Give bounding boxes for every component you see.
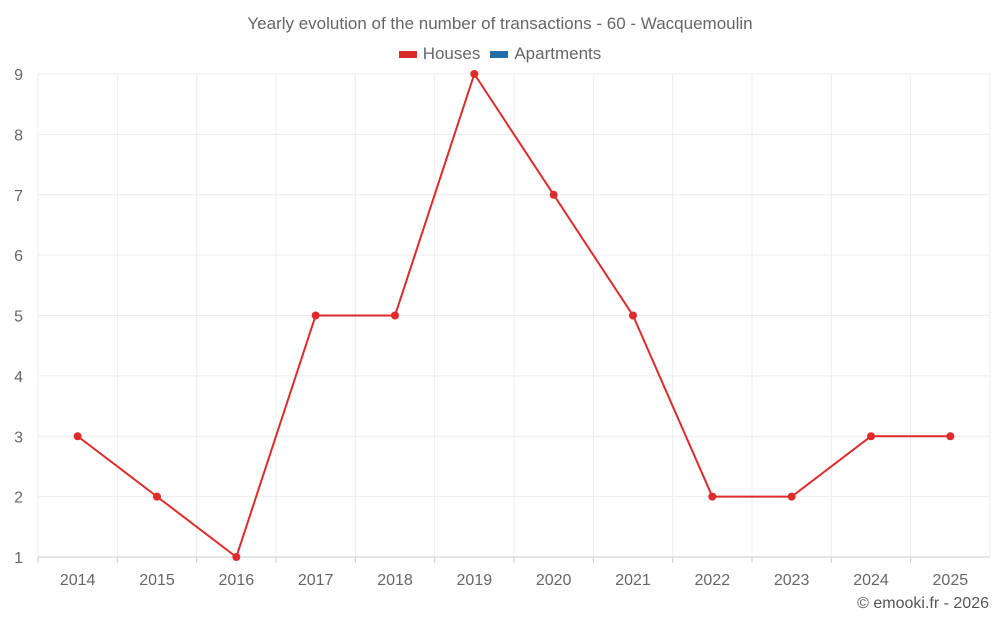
y-tick-label: 1 (14, 550, 23, 567)
x-tick-label: 2019 (457, 572, 493, 589)
legend-item-apartments[interactable]: Apartments (490, 44, 601, 64)
series-line-houses (77, 71, 951, 559)
x-tick-label: 2014 (60, 572, 96, 589)
data-point (787, 492, 796, 501)
x-tick-label: 2023 (774, 572, 810, 589)
data-point (946, 432, 955, 441)
x-tick-label: 2015 (139, 572, 175, 589)
x-tick-label: 2025 (933, 572, 969, 589)
data-point (391, 311, 399, 320)
x-tick-label: 2018 (377, 572, 413, 589)
x-tick-label: 2024 (853, 572, 889, 589)
data-point (153, 492, 161, 501)
data-point (470, 70, 479, 78)
y-tick-label: 8 (14, 127, 23, 144)
data-point (73, 432, 82, 441)
y-tick-label: 4 (14, 369, 23, 386)
y-tick-label: 3 (14, 429, 23, 446)
y-tick-label: 9 (14, 67, 23, 84)
legend-swatch-houses (398, 50, 417, 58)
x-tick-label: 2022 (695, 572, 731, 589)
data-point (867, 432, 875, 441)
y-tick-label: 7 (14, 188, 23, 205)
y-tick-label: 2 (14, 490, 23, 507)
data-point (549, 190, 558, 199)
legend: Houses Apartments (0, 44, 1000, 64)
legend-item-houses[interactable]: Houses (398, 44, 481, 64)
legend-swatch-apartments (490, 50, 509, 58)
legend-label-houses: Houses (422, 44, 481, 63)
data-point (629, 311, 637, 320)
x-tick-label: 2016 (219, 572, 255, 589)
data-point (311, 311, 320, 320)
y-tick-label: 5 (14, 309, 23, 326)
chart-title: Yearly evolution of the number of transa… (247, 14, 753, 33)
x-tick-label: 2021 (615, 572, 651, 589)
data-point (232, 553, 241, 561)
x-tick-label: 2020 (536, 572, 572, 589)
x-tick-label: 2017 (298, 572, 334, 589)
credit-text: © emooki.fr - 2026 (857, 595, 989, 612)
y-tick-label: 6 (14, 248, 23, 265)
legend-label-apartments: Apartments (514, 44, 602, 63)
data-point (708, 492, 717, 501)
